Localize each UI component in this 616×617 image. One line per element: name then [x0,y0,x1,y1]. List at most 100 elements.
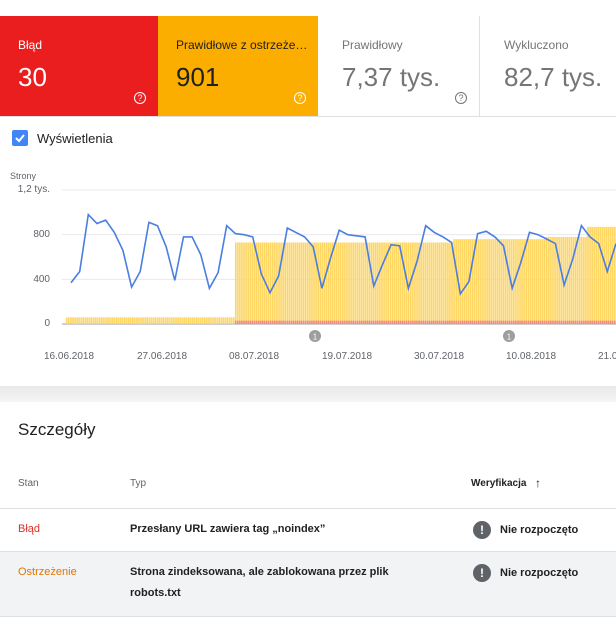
chart-bar-error [269,320,272,324]
tile-warning[interactable]: Prawidłowe z ostrzeżeniami 901 ? [158,16,318,116]
chart-bar-warning [601,226,604,324]
chart-bar-warning [253,242,256,324]
chart-bar-warning [113,317,116,324]
chart-bar-warning [440,242,443,324]
chart-bar-warning [529,239,532,324]
chart-bar-error [370,320,373,324]
chart-bar-error [412,320,414,324]
chart-bar-warning [251,242,254,324]
chart-bar-warning [552,236,554,324]
chart-bar-error [451,320,453,324]
chart-bar-error [467,320,470,324]
chart-bar-error [366,320,369,324]
table-row[interactable]: Ostrzeżenie Strona zindeksowana, ale zab… [0,552,616,617]
help-icon[interactable]: ? [455,92,467,104]
chart-bar-warning [222,317,225,324]
chart-bar-warning [290,242,293,324]
chart-bar-error [313,320,315,324]
chart-bar-warning [321,242,324,324]
chart-bar-error [385,320,387,324]
chart-bar-warning [521,239,523,324]
impressions-toggle-label: Wyświetlenia [37,130,113,146]
chart-bar-error [243,320,245,324]
chart-bar-error [241,320,243,324]
chart-bar-warning [432,242,435,324]
chart-bar-error [461,320,464,324]
table-row[interactable]: Błąd Przesłany URL zawiera tag „noindex”… [0,509,616,552]
column-header-weryfikacja[interactable]: Weryfikacja [471,478,527,489]
chart-bar-warning [356,242,359,324]
chart-bar-warning [173,317,175,324]
chart-bar-error [278,320,280,324]
chart-bar-warning [451,242,453,324]
annotation-marker[interactable] [309,330,321,342]
chart-bar-warning [480,239,482,324]
chart-bar-error [259,320,262,324]
impressions-toggle[interactable]: Wyświetlenia [12,130,113,146]
chart-bar-warning [391,242,394,324]
chart-bar-warning [492,239,495,324]
chart-bar-warning [263,242,266,324]
chart-bar-warning [414,242,416,324]
chart-bar-error [498,320,501,324]
chart-bar-warning [101,317,103,324]
chart-bar-warning [317,242,319,324]
chart-bar-warning [548,236,550,324]
chart-bar-warning [133,317,136,324]
chart-bar-warning [377,242,379,324]
chart-bar-error [300,320,303,324]
chart-bar-warning [510,239,513,324]
chart-bar-error [550,320,552,324]
chart-bar-warning [426,242,429,324]
chart-bar-error [578,320,581,324]
chart-bar-warning [434,242,437,324]
x-tick-label: 21.0 [598,351,616,362]
tile-excluded[interactable]: Wykluczono 82,7 tys. [480,16,616,116]
chart-bar-warning [395,242,398,324]
chart-bar-warning [550,236,552,324]
chart-bar-warning [267,242,270,324]
chart-bar-warning [142,317,144,324]
chart-bar-warning [385,242,387,324]
chart-bar-error [562,320,565,324]
column-header-typ[interactable]: Typ [130,478,147,489]
tile-error[interactable]: Błąd 30 ? [0,16,158,116]
chart-bar-error [274,320,276,324]
chart-bar-warning [298,242,301,324]
chart-bar-warning [208,317,210,324]
chart-bar-error [494,320,497,324]
annotation-marker[interactable] [503,330,515,342]
sort-arrow-icon[interactable]: ↑ [535,476,541,490]
chart-bar-error [607,320,610,324]
chart-bar-warning [323,242,326,324]
chart-bar-error [434,320,437,324]
x-tick-label: 19.07.2018 [322,351,373,362]
chart-bar-warning [210,317,212,324]
chart-bar-error [609,320,612,324]
chart-bar-warning [199,317,202,324]
chart-bar-warning [175,317,177,324]
chart-bar-warning [595,226,598,324]
tile-valid[interactable]: Prawidłowy 7,37 tys. ? [318,16,480,116]
tile-error-value: 30 [18,62,47,92]
chart-bar-error [358,320,361,324]
chart-bar-warning [500,239,503,324]
chart-bar-error [486,320,488,324]
chart-bar-warning [471,239,474,324]
exclamation-icon: ! [473,521,491,539]
chart-bar-warning [179,317,181,324]
help-icon[interactable]: ? [134,92,146,104]
chart-bar-error [477,320,480,324]
chart-bar-error [356,320,359,324]
chart-bar-warning [482,239,484,324]
chart-bar-warning [403,242,406,324]
column-header-stan[interactable]: Stan [18,478,39,489]
checkbox-checked-icon[interactable] [12,130,28,146]
chart-bar-warning [162,317,165,324]
help-icon[interactable]: ? [294,92,306,104]
chart-bar-error [519,320,521,324]
chart-bar-error [234,320,237,324]
chart-bar-error [576,320,579,324]
chart-bar-warning [589,226,591,324]
chart-bar-warning [442,242,445,324]
